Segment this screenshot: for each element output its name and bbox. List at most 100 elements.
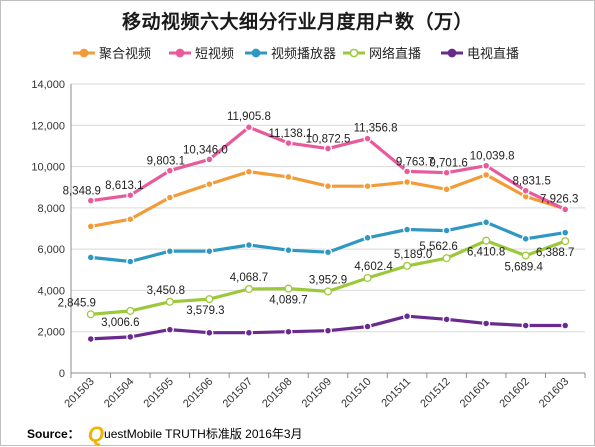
legend-label: 聚合视频: [99, 47, 151, 62]
data-label: 5,189.0: [394, 249, 432, 261]
data-point: [126, 332, 135, 341]
data-point: [205, 180, 214, 189]
data-point: [244, 123, 253, 132]
x-tick-label: 201510: [339, 376, 373, 410]
data-point: [165, 297, 174, 306]
data-point: [521, 186, 530, 195]
data-point: [363, 134, 372, 143]
chart-title: 移动视频六大细分行业月度用户数（万）: [121, 11, 473, 33]
data-label: 10,039.8: [470, 151, 515, 163]
data-label: 3,952.9: [309, 274, 347, 286]
data-label: 10,346.0: [183, 144, 228, 156]
y-tick-label: 0: [59, 368, 65, 380]
data-point: [403, 261, 412, 270]
data-point: [363, 233, 372, 242]
data-point: [205, 247, 214, 256]
legend-label: 电视直播: [467, 47, 519, 62]
data-label: 11,138.1: [269, 128, 313, 140]
x-tick-label: 201506: [181, 376, 215, 410]
data-point: [284, 284, 293, 293]
data-point: [165, 247, 174, 256]
source-note: Source： QuestMobile TRUTH标准版 2016年3月: [27, 423, 303, 447]
data-point: [323, 287, 333, 296]
source-text: uestMobile TRUTH标准版 2016年3月: [104, 427, 303, 441]
questmobile-logo-letter: Q: [87, 423, 105, 446]
data-point: [521, 321, 530, 330]
data-point: [126, 306, 135, 315]
data-label: 7,926.3: [540, 193, 578, 205]
data-label: 4,602.4: [354, 261, 393, 273]
data-point: [482, 236, 491, 245]
data-point: [205, 155, 214, 164]
legend-swatch-marker: [349, 48, 359, 58]
x-tick-label: 201507: [221, 376, 255, 410]
x-tick-label: 201503: [62, 376, 96, 410]
data-point: [561, 321, 570, 330]
y-tick-label: 2,000: [37, 327, 65, 339]
line-chart: 0 2,000 4,000 6,000 8,000 10,000 12,000 14,000 2…: [31, 46, 586, 410]
data-point: [323, 182, 333, 191]
data-label: 3,006.6: [101, 317, 139, 329]
data-point: [442, 254, 451, 263]
data-point: [205, 328, 214, 337]
data-point: [126, 257, 135, 266]
data-label: 11,356.8: [354, 123, 398, 135]
data-label: 8,831.5: [513, 176, 551, 188]
data-label: 11,905.8: [227, 111, 271, 123]
data-point: [126, 191, 135, 200]
y-tick-label: 6,000: [37, 244, 65, 256]
y-tick-label: 4,000: [37, 285, 65, 297]
data-point: [561, 205, 570, 214]
data-point: [205, 295, 214, 304]
data-label: 4,068.7: [230, 272, 268, 284]
data-point: [561, 237, 570, 246]
data-point: [442, 168, 451, 177]
data-point: [86, 253, 95, 262]
x-tick-label: 201504: [102, 376, 136, 410]
x-tick-label: 201511: [379, 376, 413, 410]
legend-swatch-marker: [447, 48, 457, 58]
data-point: [403, 312, 412, 321]
series-line: [89, 170, 567, 228]
x-tick-label: 201601: [458, 376, 492, 410]
data-label: 10,872.5: [306, 134, 351, 146]
y-tick-label: 10,000: [31, 162, 65, 174]
data-point: [363, 182, 372, 191]
data-point: [363, 322, 372, 331]
data-point: [165, 193, 174, 202]
data-point: [482, 319, 491, 328]
data-point: [561, 228, 570, 237]
data-point: [86, 310, 95, 319]
data-point: [442, 185, 451, 194]
data-point: [86, 334, 95, 343]
x-tick-label: 201603: [537, 376, 571, 410]
data-point: [363, 273, 372, 283]
data-point: [86, 196, 95, 205]
data-point: [284, 327, 293, 336]
y-tick-label: 14,000: [31, 79, 65, 91]
legend-swatch-marker: [79, 48, 89, 58]
data-point: [403, 167, 412, 176]
x-tick-label: 201505: [142, 376, 176, 410]
data-label: 3,450.8: [147, 285, 185, 297]
data-point: [284, 246, 293, 255]
data-point: [126, 215, 135, 224]
y-tick-label: 8,000: [37, 203, 65, 215]
data-point: [482, 161, 491, 170]
legend-label: 视频播放器: [271, 47, 336, 62]
data-point: [284, 172, 293, 181]
data-label: 9,701.6: [429, 158, 467, 170]
data-point: [521, 251, 530, 260]
data-point: [403, 225, 412, 234]
data-point: [403, 178, 412, 187]
data-point: [482, 218, 491, 227]
data-point: [244, 328, 253, 337]
data-point: [482, 170, 491, 179]
data-label: 4,089.7: [269, 295, 307, 307]
x-tick-label: 201509: [300, 376, 334, 410]
data-point: [442, 315, 451, 324]
source-label: Source：: [27, 427, 80, 441]
legend-swatch-marker: [251, 48, 261, 58]
data-label: 6,388.7: [536, 247, 574, 259]
